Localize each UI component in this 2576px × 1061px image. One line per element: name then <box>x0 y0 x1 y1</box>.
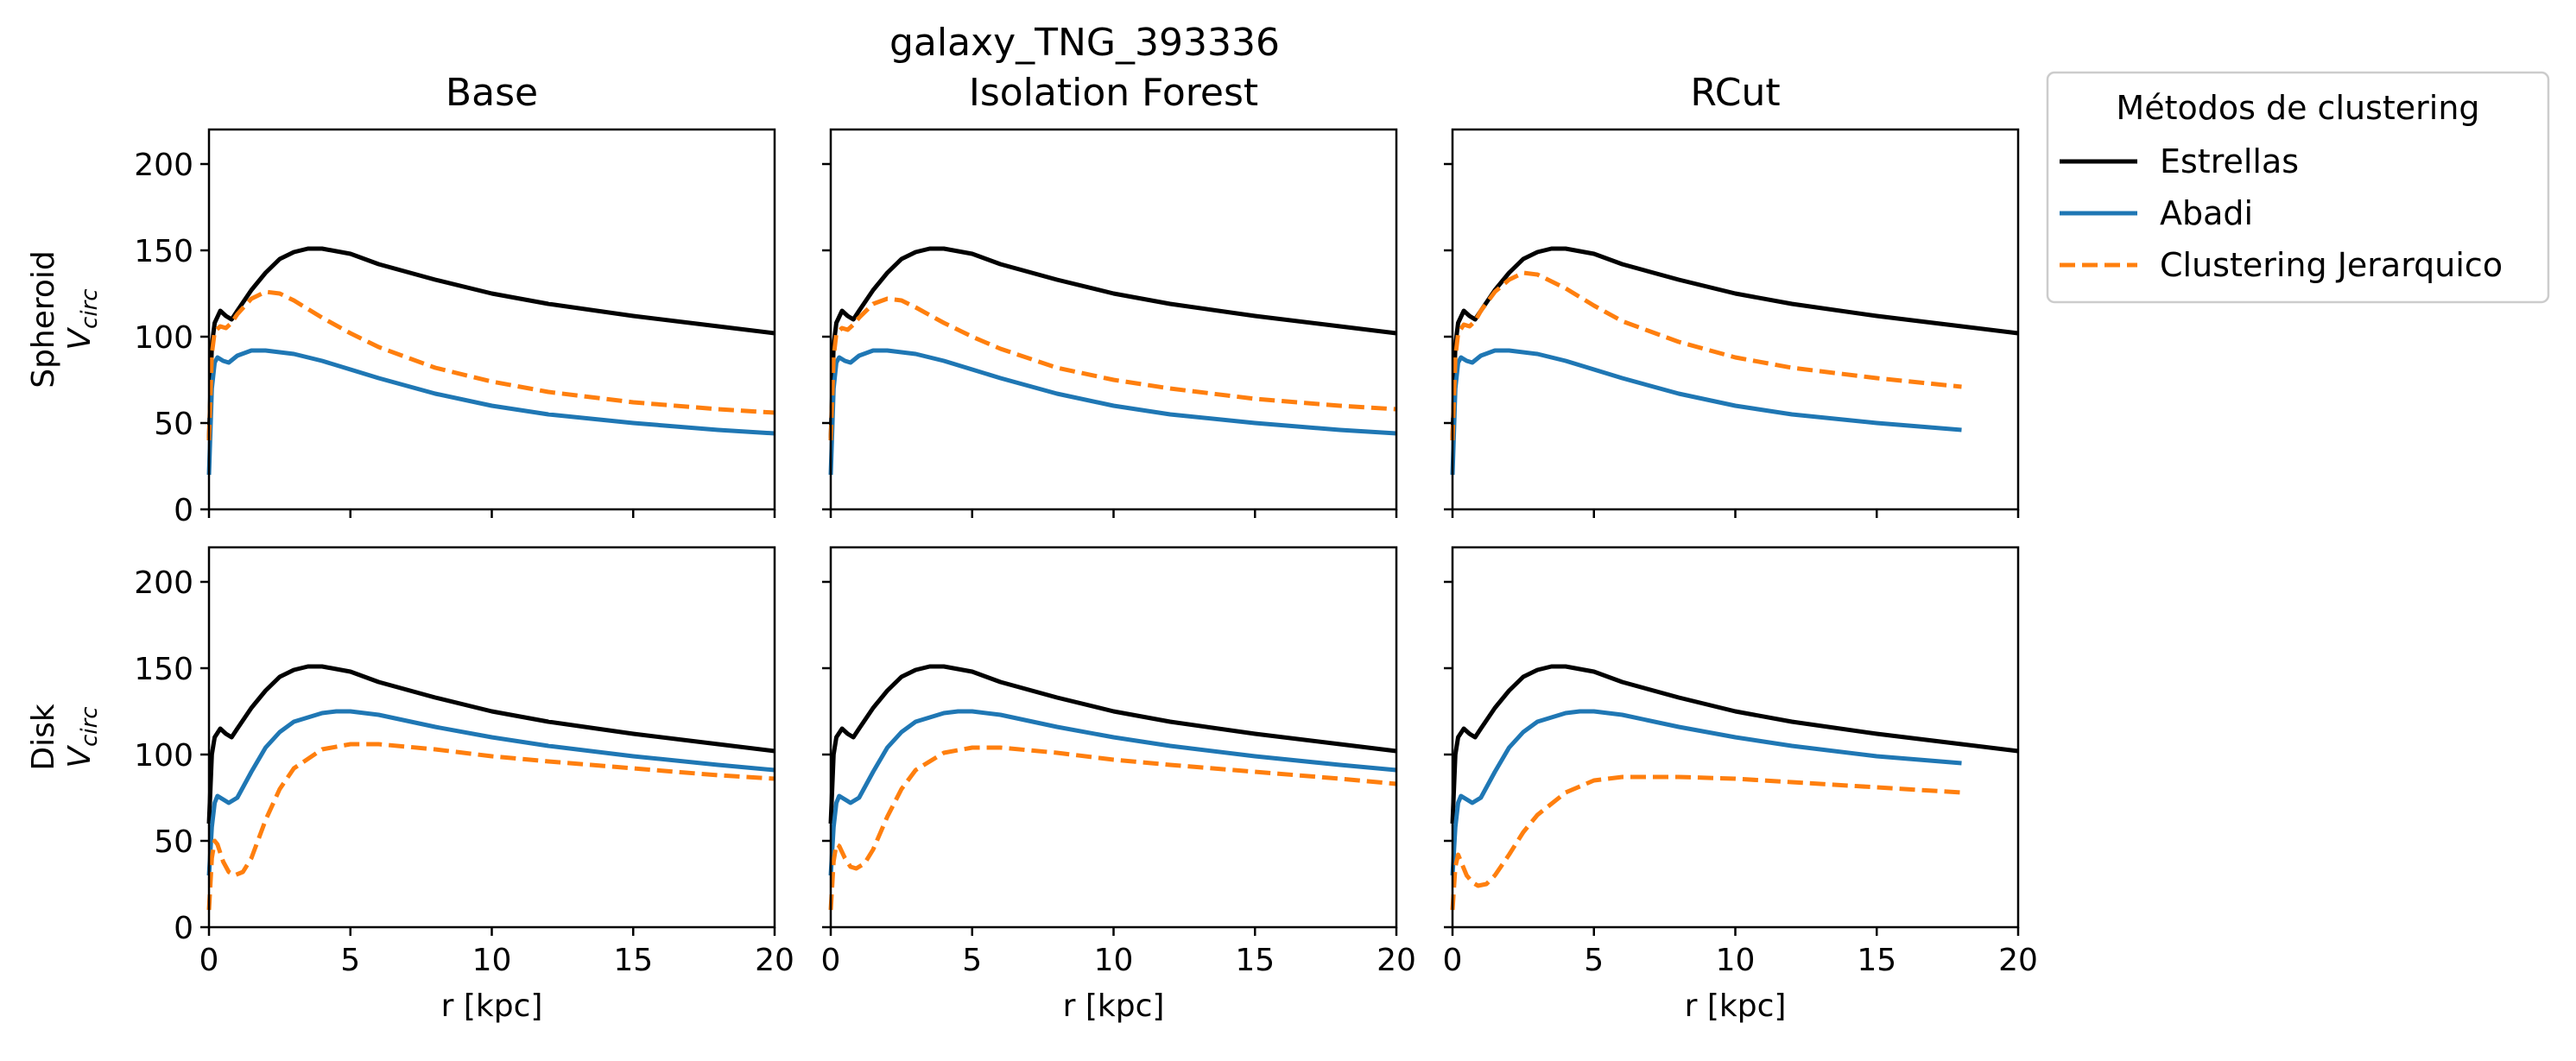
panel-r0-c1: Isolation Forest <box>822 71 1398 518</box>
x-tick-label: 5 <box>1584 943 1604 978</box>
x-tick-label: 20 <box>755 943 794 978</box>
series-line-abadi <box>206 709 775 876</box>
panel-r1-c1: 0 5 10 15 20 r [kpc] <box>821 546 1416 1024</box>
legend-title: Métodos de clustering <box>2116 89 2479 127</box>
legend-entry-label: Estrellas <box>2160 142 2299 180</box>
axes-frame <box>207 128 776 511</box>
x-tick-label: 0 <box>1443 943 1463 978</box>
y-tick-label: 100 <box>134 738 193 774</box>
figure-title: galaxy_TNG_393336 <box>889 21 1280 65</box>
y-tick-label: 0 <box>174 911 193 946</box>
x-axis-label: r [kpc] <box>441 988 543 1024</box>
series-line-abadi <box>828 709 1397 876</box>
column-title: Base <box>446 71 538 115</box>
x-tick-label: 15 <box>613 943 653 978</box>
x-tick-label: 15 <box>1235 943 1275 978</box>
x-tick-label: 15 <box>1857 943 1896 978</box>
x-axis-label: r [kpc] <box>1685 988 1787 1024</box>
y-tick-label: 0 <box>174 493 193 528</box>
series-line-estrellas <box>1450 246 2019 441</box>
y-tick-label: 200 <box>134 565 193 601</box>
series-line-clustering <box>206 742 775 911</box>
axes-frame <box>829 128 1398 511</box>
row-label-symbol: Vcirc <box>62 288 103 350</box>
series-line-clustering <box>828 296 1397 441</box>
series-line-clustering <box>206 289 775 441</box>
row-label-symbol: Vcirc <box>62 706 103 767</box>
series-line-estrellas <box>1450 664 2019 824</box>
legend: Métodos de clustering Estrellas Abadi Clust… <box>2046 71 2550 304</box>
panel-r1-c2: 0 5 10 15 20 r [kpc] <box>1443 546 2038 1024</box>
series-line-abadi <box>206 348 775 476</box>
series-line-estrellas <box>206 246 775 441</box>
legend-entry-label: Abadi <box>2160 194 2253 232</box>
x-tick-label: 10 <box>472 943 512 978</box>
series-line-estrellas <box>206 664 775 824</box>
y-tick-label: 50 <box>154 824 193 860</box>
axes-frame <box>1451 128 2020 511</box>
series-line-clustering <box>828 745 1397 911</box>
y-tick-label: 50 <box>154 407 193 442</box>
series-line-estrellas <box>828 246 1397 441</box>
column-title: RCut <box>1690 71 1780 115</box>
column-title: Isolation Forest <box>969 71 1258 115</box>
y-tick-label: 100 <box>134 320 193 356</box>
y-tick-label: 150 <box>134 234 193 269</box>
series-line-abadi <box>1450 709 1962 876</box>
series-line-clustering <box>1450 774 1962 911</box>
x-tick-label: 10 <box>1094 943 1134 978</box>
legend-box <box>2046 71 2550 304</box>
series-line-abadi <box>1450 348 1962 476</box>
x-axis-label: r [kpc] <box>1063 988 1165 1024</box>
legend-entry-label: Clustering Jerarquico <box>2160 246 2503 284</box>
y-tick-label: 200 <box>134 148 193 183</box>
panel-r0-c2: RCut <box>1444 71 2020 518</box>
row-label-name: Spheroid <box>26 250 61 388</box>
x-tick-label: 5 <box>962 943 982 978</box>
y-tick-label: 150 <box>134 652 193 687</box>
x-tick-label: 10 <box>1716 943 1756 978</box>
series-line-clustering <box>1450 270 1962 441</box>
x-tick-label: 20 <box>1998 943 2038 978</box>
row-label-name: Disk <box>26 704 61 770</box>
x-tick-label: 0 <box>821 943 841 978</box>
x-tick-label: 0 <box>199 943 219 978</box>
x-tick-label: 5 <box>340 943 360 978</box>
series-line-abadi <box>828 348 1397 476</box>
panel-r0-c0: 0 50 100 150 200 Base <box>134 71 776 528</box>
series-line-estrellas <box>828 664 1397 824</box>
x-tick-label: 20 <box>1377 943 1416 978</box>
